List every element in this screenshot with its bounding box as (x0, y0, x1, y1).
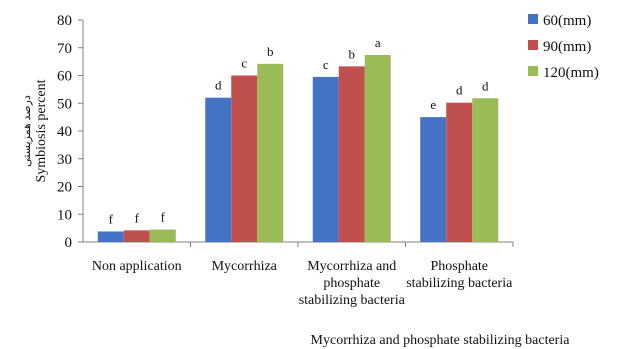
y-tick-labels: 0 10 20 30 40 50 60 70 80 (57, 13, 72, 251)
bar-letter-labels: f f f d c b c b a e d d (109, 35, 489, 226)
bar (420, 117, 447, 242)
y-tick-label: 70 (57, 41, 72, 57)
y-axis-title-group: درصد همزیستی Symbiosis percent (21, 79, 49, 182)
y-tick-label: 40 (57, 124, 72, 140)
legend-swatch (528, 40, 538, 50)
bar-significance-label: a (375, 35, 381, 50)
bar-significance-label: f (161, 210, 166, 225)
y-tick-label: 80 (57, 13, 72, 29)
bar (446, 102, 473, 242)
x-category-label: stabilizing bacteria (406, 276, 513, 291)
legend-label: 120(mm) (543, 65, 599, 81)
y-tick-label: 10 (57, 207, 72, 223)
y-tick-label: 50 (57, 96, 72, 112)
x-category-label: Mycorrhiza and (307, 259, 396, 274)
bar (149, 229, 176, 242)
bar-significance-label: b (349, 46, 356, 61)
bar-significance-label: d (215, 78, 222, 93)
y-tick-label: 20 (57, 180, 72, 196)
y-tick-label: 30 (57, 152, 72, 168)
x-category-label: stabilizing bacteria (299, 293, 406, 308)
bar (205, 97, 232, 242)
bar (338, 66, 365, 242)
bar-significance-label: f (109, 211, 114, 226)
y-axis-title-persian: درصد همزیستی (21, 95, 33, 167)
x-category-label: Mycorrhiza (212, 259, 278, 274)
bar-significance-label: f (135, 210, 140, 225)
bar-significance-label: c (241, 56, 247, 71)
bar-significance-label: d (456, 83, 463, 98)
bar-significance-label: d (482, 78, 489, 93)
legend: 60(mm) 90(mm) 120(mm) (528, 13, 599, 81)
x-category-label: phosphate (323, 276, 380, 291)
legend-swatch (528, 66, 538, 76)
bar (231, 75, 258, 242)
x-category-label: Non application (92, 259, 182, 274)
y-tick-label: 0 (65, 235, 73, 251)
legend-label: 90(mm) (543, 39, 591, 55)
bar (97, 231, 124, 242)
legend-label: 60(mm) (543, 13, 591, 29)
x-category-label: Phosphate (430, 259, 488, 274)
y-tick-label: 60 (57, 69, 72, 85)
x-category-labels: Non application Mycorrhiza Mycorrhiza and p… (92, 259, 513, 308)
y-axis-title: Symbiosis percent (34, 79, 49, 182)
x-axis-title: Mycorrhiza and phosphate stabilizing bac… (311, 333, 571, 348)
bar-significance-label: c (323, 57, 329, 72)
bar-significance-label: e (430, 97, 436, 112)
bar-significance-label: b (267, 44, 274, 59)
bars (97, 54, 499, 243)
bar (472, 98, 499, 242)
bar (364, 54, 391, 243)
legend-swatch (528, 14, 538, 24)
bar (123, 230, 150, 242)
bar (312, 76, 339, 242)
bar (257, 63, 284, 242)
